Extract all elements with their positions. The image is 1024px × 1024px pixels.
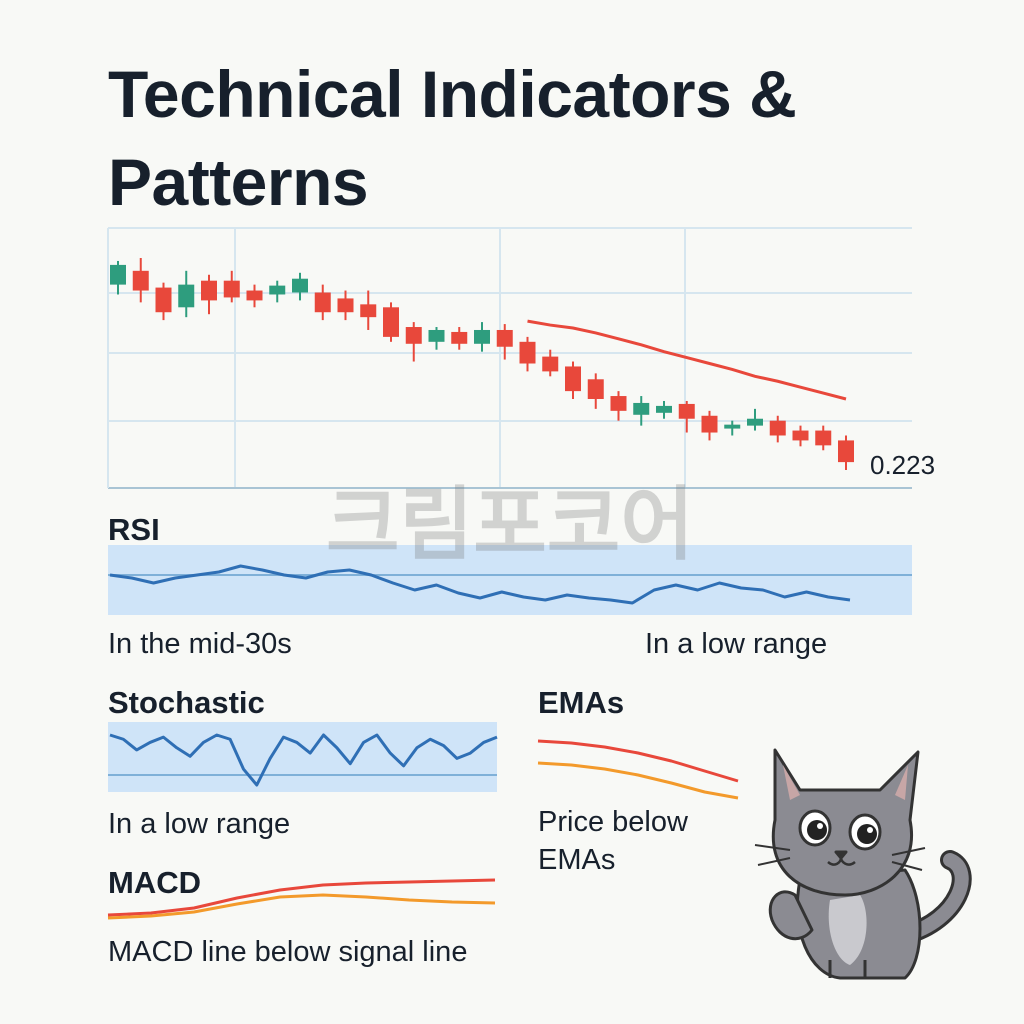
candle-body — [610, 396, 627, 411]
candle-body — [587, 379, 604, 400]
candle-body — [428, 329, 445, 342]
candle-body — [565, 366, 581, 392]
candle-body — [451, 331, 468, 344]
candle-body — [633, 402, 650, 415]
candle-body — [155, 287, 172, 313]
candle-body — [292, 278, 308, 293]
page-title: Technical Indicators & Patterns — [108, 57, 797, 219]
candle-body — [201, 280, 217, 301]
candle-body — [110, 264, 126, 285]
panel-title: MACD — [108, 865, 201, 900]
candle-body — [519, 341, 536, 364]
panel-note: In the mid-30s — [108, 628, 292, 660]
candle-body — [246, 290, 263, 301]
indicator-line — [109, 733, 498, 787]
candle-body — [656, 405, 672, 413]
candle-body — [701, 415, 718, 433]
indicator-line — [537, 739, 739, 783]
indicator-line — [107, 893, 496, 920]
panel-title: Stochastic — [108, 685, 265, 720]
price-annotation: 0.223 — [870, 450, 935, 480]
panel-title: RSI — [108, 512, 160, 547]
panel-note: In a low range — [645, 628, 828, 660]
candle-body — [360, 304, 377, 318]
candle-body — [815, 430, 832, 446]
candle-body — [178, 284, 195, 308]
candle-body — [792, 430, 809, 441]
candle-body — [678, 403, 695, 419]
panel-note: In a low range — [108, 808, 291, 840]
candle-body — [838, 440, 854, 463]
panel-band — [108, 722, 497, 792]
panel-band — [108, 545, 912, 615]
candle-body — [474, 329, 490, 344]
cat — [754, 748, 972, 980]
candle-body — [223, 280, 240, 298]
overlay-line — [527, 319, 847, 401]
candle-body — [337, 298, 354, 313]
panel-note: MACD line below signal line — [108, 936, 468, 968]
candle-body — [769, 420, 786, 436]
candle-body — [542, 356, 559, 372]
panel-title: EMAs — [538, 685, 625, 720]
candle-body — [132, 270, 149, 291]
panel-note: Price below EMAs — [538, 806, 688, 876]
candle-body — [405, 327, 422, 344]
candle-body — [724, 424, 741, 429]
indicator-line — [109, 564, 851, 605]
candle-body — [314, 292, 331, 313]
watermark: 크림포코어 — [326, 480, 694, 569]
candle-body — [383, 307, 399, 337]
indicator-line — [537, 761, 739, 800]
candle-body — [496, 329, 513, 347]
candle-body — [747, 418, 763, 426]
indicator-line — [107, 878, 496, 917]
candle-body — [269, 285, 286, 295]
